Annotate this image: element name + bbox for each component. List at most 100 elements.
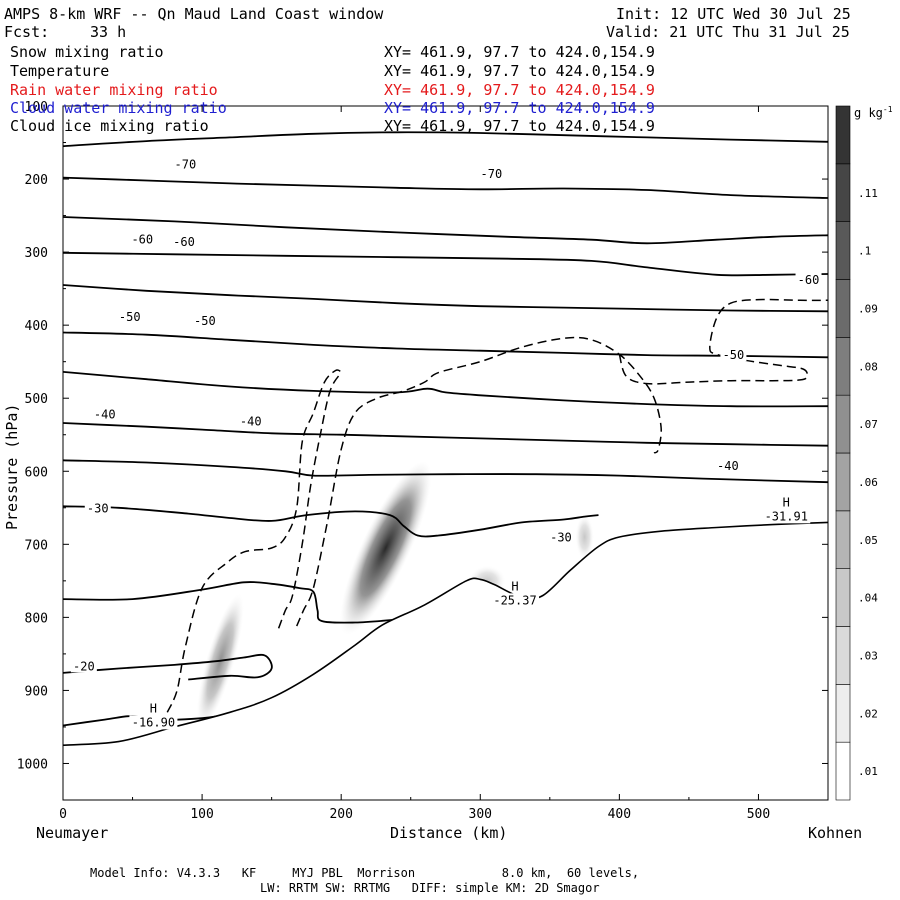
high-marker-2: H bbox=[783, 495, 790, 509]
terrain-fill bbox=[63, 522, 828, 800]
colorbar: .01 .02 .03 .04 .05 .06 .07 .08 .09 .1 .11 bbox=[835, 105, 878, 801]
colorbar-bin-2 bbox=[835, 626, 851, 685]
isotherm-label-bg-13 bbox=[70, 658, 97, 673]
snow-mixing-contour-1 bbox=[277, 372, 342, 629]
colorbar-tick-label-1: .02 bbox=[858, 707, 878, 720]
colorbar-bin-6 bbox=[835, 394, 851, 454]
isotherm-label-bg-8 bbox=[91, 406, 118, 421]
isotherm-label-bg-5 bbox=[116, 309, 143, 324]
isotherm-label-bg-10 bbox=[714, 458, 741, 473]
isotherm-label-13: -20 bbox=[73, 659, 95, 673]
high-value-0: -16.90 bbox=[132, 715, 175, 729]
isotherm-label-bg-3 bbox=[171, 233, 198, 248]
colorbar-tick-label-10: .11 bbox=[858, 187, 878, 200]
isotherm-label-bg-4 bbox=[795, 271, 822, 286]
isotherm-label-bg-2 bbox=[129, 231, 156, 246]
isotherm-line-6 bbox=[63, 371, 828, 408]
isotherm-label-10: -40 bbox=[717, 459, 739, 473]
colorbar-tick-label-8: .09 bbox=[858, 302, 878, 315]
isotherm-label-6: -50 bbox=[194, 314, 216, 328]
colorbar-bin-7 bbox=[835, 337, 851, 396]
isotherm-label-1: -70 bbox=[481, 167, 503, 181]
y-tick-label-0: 100 bbox=[25, 100, 48, 115]
snow-mixing-contour-3 bbox=[618, 298, 828, 385]
axes: 100 200 300 400 500 600 700 800 900 1000 0 100 200 30… bbox=[17, 100, 828, 822]
legend-temperature-xy: XY= 461.9, 97.7 to 424.0,154.9 bbox=[384, 62, 655, 80]
snow-mixing-shade-3 bbox=[575, 515, 594, 560]
isotherm-label-8: -40 bbox=[94, 407, 116, 421]
isotherm-label-bg-9 bbox=[237, 413, 264, 428]
colorbar-bin-10 bbox=[835, 163, 851, 222]
isotherm-label-3: -60 bbox=[173, 235, 195, 249]
colorbar-bin-4 bbox=[835, 510, 851, 569]
valid-time: Valid: 21 UTC Thu 31 Jul 25 bbox=[606, 23, 850, 41]
isotherm-line-0 bbox=[63, 131, 828, 148]
isotherm-layer bbox=[63, 131, 828, 727]
x-tick-label-1: 100 bbox=[190, 807, 213, 822]
isotherm-label-bg-12 bbox=[547, 529, 574, 544]
snow-mixing-shade-1 bbox=[340, 461, 432, 635]
high-value-2: -31.91 bbox=[765, 509, 808, 523]
plot-frame bbox=[62, 105, 829, 801]
contour-label-layer: -70 -70 -60 -60 -60 -50 -50 -50 -40 -40 -40 -30 -30 -… bbox=[70, 156, 822, 730]
isotherm-label-4: -60 bbox=[798, 273, 820, 287]
colorbar-bin-1 bbox=[835, 684, 851, 743]
isotherm-line-3 bbox=[63, 251, 828, 277]
snow-mixing-contour-2 bbox=[296, 336, 662, 627]
high-value-1: -25.37 bbox=[493, 593, 536, 607]
isotherm-label-2: -60 bbox=[131, 233, 153, 247]
high-marker-1: H bbox=[511, 579, 518, 593]
legend-cloud-ice-xy: XY= 461.9, 97.7 to 424.0,154.9 bbox=[384, 117, 655, 135]
isotherm-label-bg-0 bbox=[172, 156, 199, 171]
terrain-layer bbox=[63, 521, 828, 800]
colorbar-bin-3 bbox=[835, 568, 851, 627]
forecast-value: 33 h bbox=[90, 23, 127, 41]
isotherm-label-bg-11 bbox=[84, 500, 111, 515]
high-value-bg-2 bbox=[762, 509, 811, 524]
high-value-bg-0 bbox=[129, 715, 178, 730]
legend-snow-xy: XY= 461.9, 97.7 to 424.0,154.9 bbox=[384, 43, 655, 61]
colorbar-bin-11 bbox=[835, 105, 851, 165]
y-tick-label-8: 900 bbox=[25, 684, 48, 699]
colorbar-unit: g kg-1 bbox=[854, 105, 893, 120]
x-tick-label-5: 500 bbox=[747, 807, 770, 822]
high-marker-0: H bbox=[150, 701, 157, 715]
colorbar-tick-label-6: .07 bbox=[858, 418, 878, 431]
isotherm-label-7: -50 bbox=[723, 348, 745, 362]
x-tick-label-3: 300 bbox=[469, 807, 492, 822]
isotherm-label-5: -50 bbox=[119, 310, 141, 324]
y-axis-title: Pressure (hPa) bbox=[3, 403, 21, 530]
isotherm-line-2 bbox=[63, 216, 828, 245]
isotherm-label-bg-1 bbox=[478, 165, 505, 180]
y-tick-label-4: 500 bbox=[25, 392, 48, 407]
colorbar-tick-label-5: .06 bbox=[858, 476, 878, 489]
init-time: Init: 12 UTC Wed 30 Jul 25 bbox=[616, 5, 851, 23]
legend-cloud-water-name: Cloud water mixing ratio bbox=[10, 99, 227, 117]
x-tick-label-0: 0 bbox=[59, 807, 67, 822]
isotherm-label-12: -30 bbox=[550, 531, 572, 545]
legend-temperature-name: Temperature bbox=[10, 62, 110, 80]
map-title: AMPS 8-km WRF -- Qn Maud Land Coast wind… bbox=[4, 5, 384, 23]
isotherm-line-10 bbox=[63, 581, 453, 624]
terrain-line bbox=[63, 521, 828, 746]
model-info-line-1: Model Info: V4.3.3 KF MYJ PBL Morrison 8… bbox=[90, 866, 640, 880]
x-left-station-label: Neumayer bbox=[36, 824, 109, 842]
colorbar-bin-8 bbox=[835, 279, 851, 338]
x-tick-label-4: 400 bbox=[608, 807, 631, 822]
isotherm-label-bg-7 bbox=[720, 347, 747, 362]
isotherm-label-0: -70 bbox=[175, 157, 197, 171]
isotherm-label-11: -30 bbox=[87, 502, 109, 516]
isotherm-label-bg-6 bbox=[191, 312, 218, 327]
model-info-line-2: LW: RRTM SW: RRTMG DIFF: simple KM: 2D S… bbox=[260, 881, 600, 895]
y-tick-label-3: 400 bbox=[25, 319, 48, 334]
isotherm-label-9: -40 bbox=[240, 415, 262, 429]
isotherm-line-8 bbox=[63, 459, 828, 484]
colorbar-tick-label-3: .04 bbox=[858, 592, 878, 605]
isotherm-line-7 bbox=[63, 422, 828, 447]
high-value-bg-1 bbox=[491, 593, 540, 608]
colorbar-tick-label-0: .01 bbox=[858, 765, 878, 778]
legend-cloud-water-xy: XY= 461.9, 97.7 to 424.0,154.9 bbox=[384, 99, 655, 117]
colorbar-bin-5 bbox=[835, 452, 851, 512]
colorbar-bin-0 bbox=[835, 741, 851, 801]
